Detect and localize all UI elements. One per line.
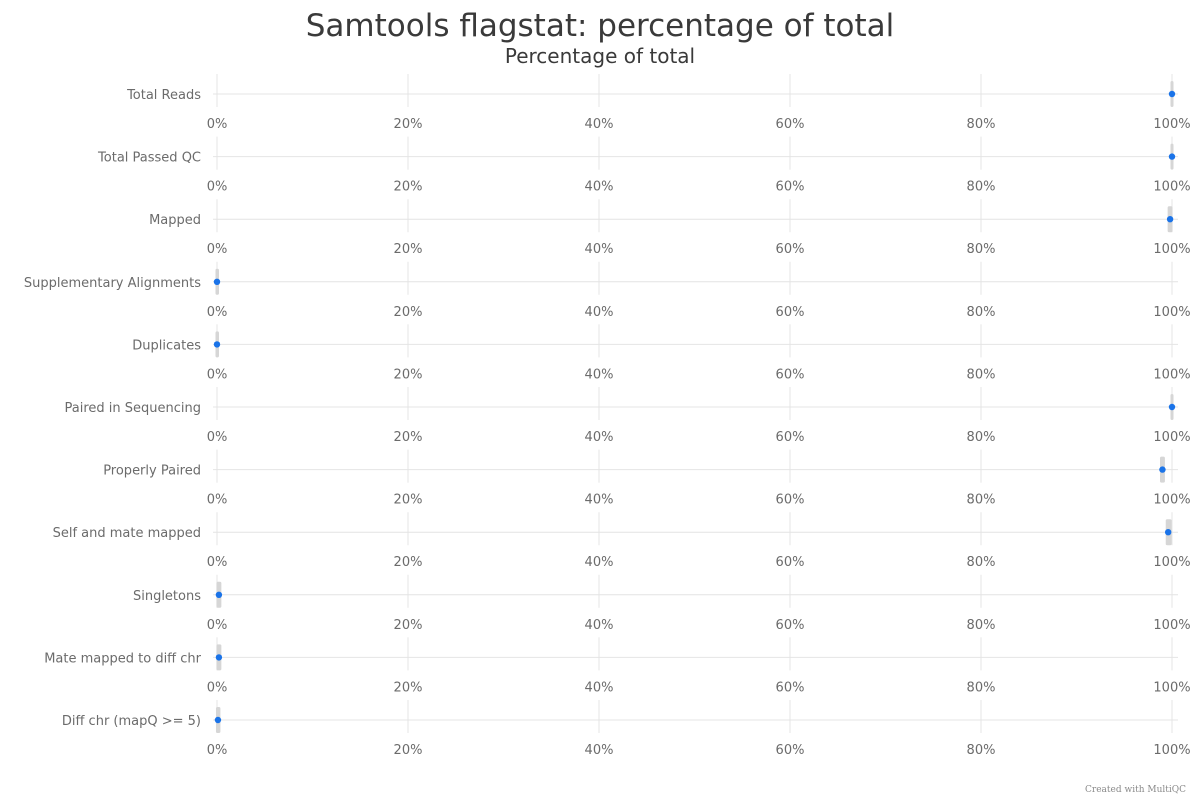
x-tick-label: 100% — [1153, 117, 1190, 132]
data-point — [213, 341, 221, 348]
x-tick-label: 60% — [776, 180, 805, 195]
x-tick-label: 60% — [776, 618, 805, 633]
x-tick-label: 60% — [776, 242, 805, 257]
x-tick-label: 20% — [394, 180, 423, 195]
x-tick-label: 80% — [967, 743, 996, 758]
data-point — [1164, 529, 1172, 536]
x-tick-label: 20% — [394, 430, 423, 445]
data-point — [1168, 153, 1176, 160]
x-tick-label: 40% — [585, 117, 614, 132]
x-tick-label: 60% — [776, 367, 805, 382]
x-tick-label: 20% — [394, 555, 423, 570]
x-tick-label: 40% — [585, 618, 614, 633]
x-tick-label: 80% — [967, 555, 996, 570]
x-tick-label: 100% — [1153, 618, 1190, 633]
x-tick-label: 0% — [207, 430, 228, 445]
x-tick-label: 40% — [585, 680, 614, 695]
row-label: Duplicates — [132, 338, 201, 353]
x-tick-label: 60% — [776, 305, 805, 320]
x-tick-label: 0% — [207, 493, 228, 508]
data-point — [1166, 216, 1174, 223]
x-tick-label: 40% — [585, 367, 614, 382]
data-point — [1168, 90, 1176, 98]
x-tick-label: 60% — [776, 493, 805, 508]
x-tick-label: 0% — [207, 180, 228, 195]
row-label: Diff chr (mapQ >= 5) — [62, 714, 201, 729]
row-label: Mate mapped to diff chr — [44, 651, 201, 666]
x-tick-label: 40% — [585, 305, 614, 320]
x-tick-label: 60% — [776, 555, 805, 570]
x-tick-label: 100% — [1153, 180, 1190, 195]
x-tick-label: 80% — [967, 430, 996, 445]
x-tick-label: 40% — [585, 180, 614, 195]
x-tick-label: 0% — [207, 680, 228, 695]
x-tick-label: 40% — [585, 743, 614, 758]
data-point — [215, 591, 223, 598]
data-point — [213, 278, 221, 285]
x-tick-label: 40% — [585, 555, 614, 570]
chart-title: Samtools flagstat: percentage of total — [305, 8, 895, 44]
x-tick-label: 0% — [207, 305, 228, 320]
x-tick-label: 20% — [394, 367, 423, 382]
row-label: Total Passed QC — [97, 151, 201, 166]
row-label: Mapped — [149, 213, 201, 228]
x-tick-label: 0% — [207, 242, 228, 257]
x-tick-label: 20% — [394, 305, 423, 320]
chart-subtitle: Percentage of total — [504, 44, 696, 68]
x-tick-label: 20% — [394, 242, 423, 257]
x-tick-label: 80% — [967, 117, 996, 132]
row-label: Self and mate mapped — [53, 526, 201, 541]
x-tick-label: 0% — [207, 367, 228, 382]
x-tick-label: 100% — [1153, 367, 1190, 382]
x-tick-label: 0% — [207, 743, 228, 758]
x-tick-label: 0% — [207, 117, 228, 132]
x-tick-label: 80% — [967, 242, 996, 257]
x-tick-label: 20% — [394, 680, 423, 695]
x-tick-label: 0% — [207, 618, 228, 633]
x-tick-label: 20% — [394, 618, 423, 633]
x-tick-label: 100% — [1153, 743, 1190, 758]
data-point — [1159, 466, 1166, 473]
row-label: Singletons — [133, 589, 201, 604]
x-tick-label: 60% — [776, 680, 805, 695]
x-tick-label: 80% — [967, 367, 996, 382]
x-tick-label: 20% — [394, 493, 423, 508]
row-label: Paired in Sequencing — [65, 401, 202, 416]
x-tick-label: 0% — [207, 555, 228, 570]
x-tick-label: 40% — [585, 242, 614, 257]
data-point — [1168, 403, 1176, 411]
x-tick-label: 80% — [967, 305, 996, 320]
data-point — [215, 654, 223, 661]
x-tick-label: 80% — [967, 618, 996, 633]
x-tick-label: 100% — [1153, 493, 1190, 508]
x-tick-label: 20% — [394, 117, 423, 132]
row-label: Properly Paired — [103, 464, 201, 479]
x-tick-label: 60% — [776, 430, 805, 445]
x-tick-label: 40% — [585, 493, 614, 508]
x-tick-label: 100% — [1153, 555, 1190, 570]
x-tick-label: 100% — [1153, 305, 1190, 320]
x-tick-label: 80% — [967, 493, 996, 508]
row-label: Supplementary Alignments — [24, 276, 201, 291]
x-tick-label: 100% — [1153, 242, 1190, 257]
x-tick-label: 100% — [1153, 430, 1190, 445]
x-tick-label: 40% — [585, 430, 614, 445]
x-tick-label: 80% — [967, 180, 996, 195]
row-label: Total Reads — [126, 88, 201, 103]
x-tick-label: 80% — [967, 680, 996, 695]
x-tick-label: 60% — [776, 743, 805, 758]
data-point — [214, 716, 222, 724]
x-tick-label: 20% — [394, 743, 423, 758]
x-tick-label: 100% — [1153, 680, 1190, 695]
created-with-credit: Created with MultiQC — [1085, 785, 1186, 795]
x-tick-label: 60% — [776, 117, 805, 132]
